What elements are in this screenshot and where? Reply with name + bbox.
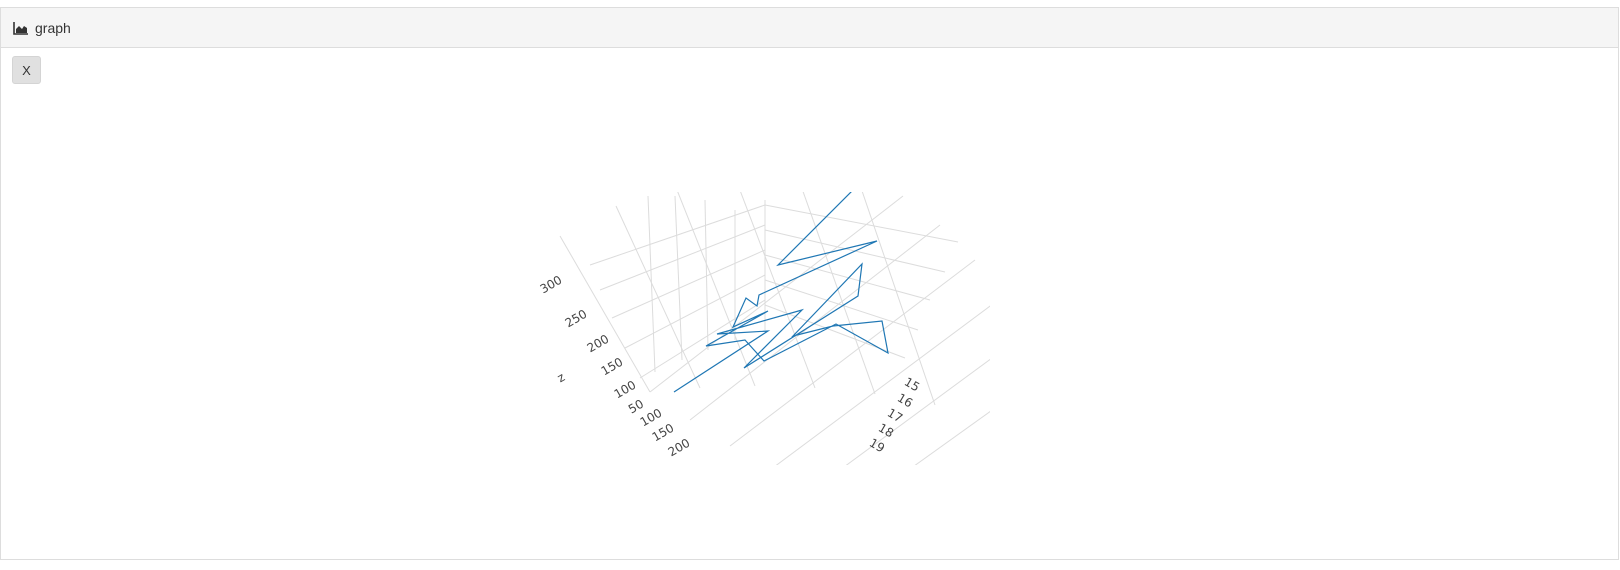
- floor-gridline: [861, 192, 936, 406]
- y-tick-label: 150: [650, 421, 677, 445]
- wall-gridline: [647, 195, 656, 373]
- floor-gridline: [845, 358, 990, 465]
- series-line: [673, 192, 889, 393]
- panel-heading: graph: [1, 8, 1618, 48]
- z-tick-label: 250: [563, 307, 590, 331]
- z-tick-label: 50: [626, 397, 646, 417]
- x-tick-label: 17: [885, 406, 905, 426]
- wall-gridline: [674, 195, 683, 361]
- x-tick-label: 18: [876, 421, 896, 441]
- close-button[interactable]: X: [12, 56, 41, 84]
- y-tick-label: 200: [666, 436, 693, 460]
- wall-gridline: [764, 204, 959, 243]
- z-tick-label: 100: [612, 378, 639, 402]
- wall-gridline: [639, 299, 766, 379]
- floor-gridline: [559, 235, 651, 393]
- z-tick-label: 300: [538, 273, 565, 297]
- z-tick-label: 150: [599, 355, 626, 379]
- wall-gridline: [599, 224, 766, 291]
- floor-gridline: [649, 195, 904, 393]
- area-chart-icon: [13, 21, 29, 35]
- floor-gridline: [802, 192, 876, 395]
- wall-gridline: [624, 274, 766, 349]
- x-tick-label: 16: [895, 391, 915, 411]
- floor-gridline: [677, 192, 756, 387]
- wall-gridline: [704, 199, 709, 351]
- wall-gridline: [589, 204, 766, 266]
- floor-gridline: [615, 205, 701, 389]
- x-tick-label: 15: [902, 375, 922, 395]
- floor-gridline: [914, 410, 990, 465]
- panel-title: graph: [35, 19, 71, 36]
- floor-gridline: [729, 259, 976, 447]
- z-axis-label: z: [555, 370, 567, 385]
- wall-gridline: [611, 249, 766, 319]
- graph-panel: graph: [0, 7, 1619, 560]
- x-tick-label: 19: [867, 436, 887, 456]
- chart-gridlines: [559, 192, 990, 465]
- z-tick-label: 200: [585, 332, 612, 356]
- wall-gridline: [764, 254, 931, 301]
- chart-series: [673, 192, 889, 393]
- wall-gridline: [764, 279, 919, 331]
- floor-gridline: [775, 305, 990, 465]
